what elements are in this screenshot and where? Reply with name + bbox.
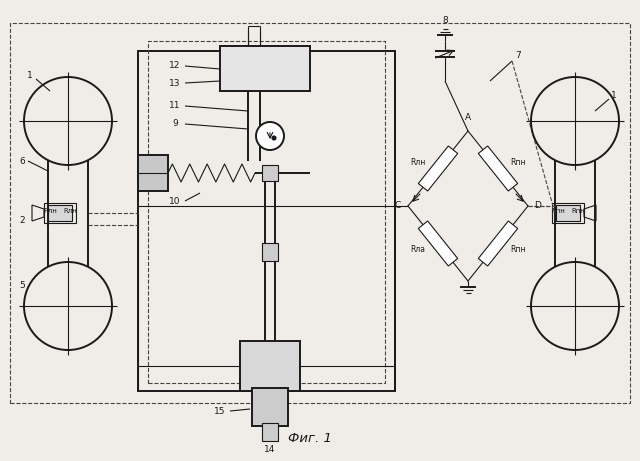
Text: 5: 5 <box>19 282 25 290</box>
Text: 7: 7 <box>515 52 521 60</box>
Bar <box>48 205 72 221</box>
Text: 9: 9 <box>172 119 178 129</box>
Bar <box>556 205 580 221</box>
Text: A: A <box>465 112 471 122</box>
Text: 14: 14 <box>264 444 276 454</box>
Bar <box>148 41 385 383</box>
Bar <box>240 341 300 391</box>
Text: Rлн: Rлн <box>43 208 57 214</box>
Bar <box>138 155 168 191</box>
Text: D: D <box>534 201 541 211</box>
Polygon shape <box>419 221 458 266</box>
Bar <box>252 388 288 426</box>
Text: Rла: Rла <box>410 245 426 254</box>
Text: 6: 6 <box>19 156 25 165</box>
Text: Rпн: Rпн <box>510 158 526 167</box>
Circle shape <box>272 136 276 140</box>
Bar <box>10 23 630 403</box>
Bar <box>262 243 278 261</box>
Text: 1: 1 <box>27 71 33 81</box>
Text: Rлн: Rлн <box>63 208 77 214</box>
Polygon shape <box>419 146 458 191</box>
Text: 13: 13 <box>169 78 180 88</box>
Text: 8: 8 <box>442 17 448 25</box>
Bar <box>262 423 278 441</box>
Text: Rпн: Rпн <box>551 208 565 214</box>
Text: C: C <box>395 201 401 211</box>
Text: 11: 11 <box>169 101 180 111</box>
Bar <box>220 46 310 91</box>
Text: 2: 2 <box>19 217 25 225</box>
Bar <box>552 203 584 223</box>
Text: Фиг. 1: Фиг. 1 <box>288 432 332 445</box>
Text: Rпн: Rпн <box>571 208 585 214</box>
Text: 12: 12 <box>170 61 180 71</box>
Bar <box>138 51 395 391</box>
Polygon shape <box>478 146 518 191</box>
Text: 1: 1 <box>611 91 617 100</box>
Bar <box>44 203 76 223</box>
Polygon shape <box>478 221 518 266</box>
Circle shape <box>256 122 284 150</box>
Text: Rпн: Rпн <box>510 245 526 254</box>
Bar <box>262 165 278 181</box>
Text: 10: 10 <box>169 196 180 206</box>
Text: 15: 15 <box>214 407 226 415</box>
Text: Rлн: Rлн <box>410 158 426 167</box>
